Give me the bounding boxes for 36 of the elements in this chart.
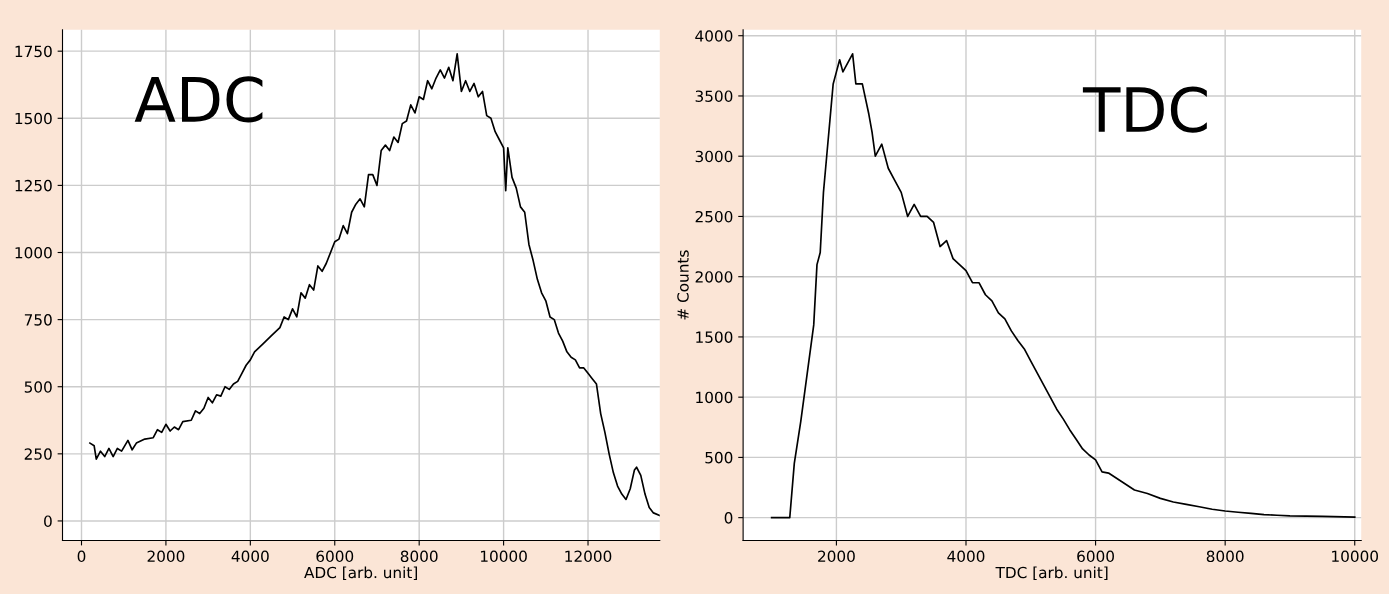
x-tick-label: 4000 [231, 550, 269, 563]
y-tick-label: 250 [24, 448, 52, 460]
y-tick-label: 1000 [15, 246, 52, 259]
y-tick-label: 1500 [15, 112, 52, 125]
x-axis-title: TDC [arb. unit] [995, 566, 1108, 581]
y-tick-label: 3000 [695, 150, 733, 163]
annotation: ADC [134, 76, 263, 123]
x-tick-label: 6000 [316, 550, 354, 563]
y-tick-label: 3500 [695, 90, 733, 102]
line-series [89, 53, 660, 517]
y-tick-label: 4000 [695, 30, 733, 42]
x-tick-label: 2000 [818, 550, 855, 563]
y-tick-label: 0 [44, 515, 52, 527]
y-tick-label: 1500 [696, 331, 733, 343]
x-tick-label: 4000 [947, 550, 985, 563]
annotation: TDC [1082, 86, 1207, 133]
y-tick-label: 1750 [15, 45, 52, 58]
y-tick-label: 2000 [695, 271, 733, 283]
x-tick-label: 12000 [565, 550, 612, 563]
x-axis-title: ADC [arb. unit] [304, 566, 417, 581]
y-tick-label: 0 [724, 512, 733, 524]
y-tick-label: 500 [24, 381, 52, 393]
y-tick-label: 2500 [695, 210, 733, 223]
y-axis-title: # Counts [677, 250, 689, 320]
x-tick-label: 2000 [147, 550, 185, 563]
y-tick-label: 1250 [15, 179, 52, 192]
line-series [770, 52, 1356, 519]
x-tick-label: 8000 [400, 550, 438, 563]
x-tick-label: 6000 [1077, 550, 1114, 563]
x-tick-label: 10000 [480, 550, 527, 563]
x-tick-label: 10000 [1332, 550, 1379, 563]
y-tick-label: 750 [24, 314, 52, 326]
y-tick-label: 500 [705, 451, 733, 464]
x-tick-label: 8000 [1206, 550, 1244, 563]
y-tick-label: 1000 [696, 391, 733, 404]
x-tick-label: 0 [77, 550, 86, 563]
